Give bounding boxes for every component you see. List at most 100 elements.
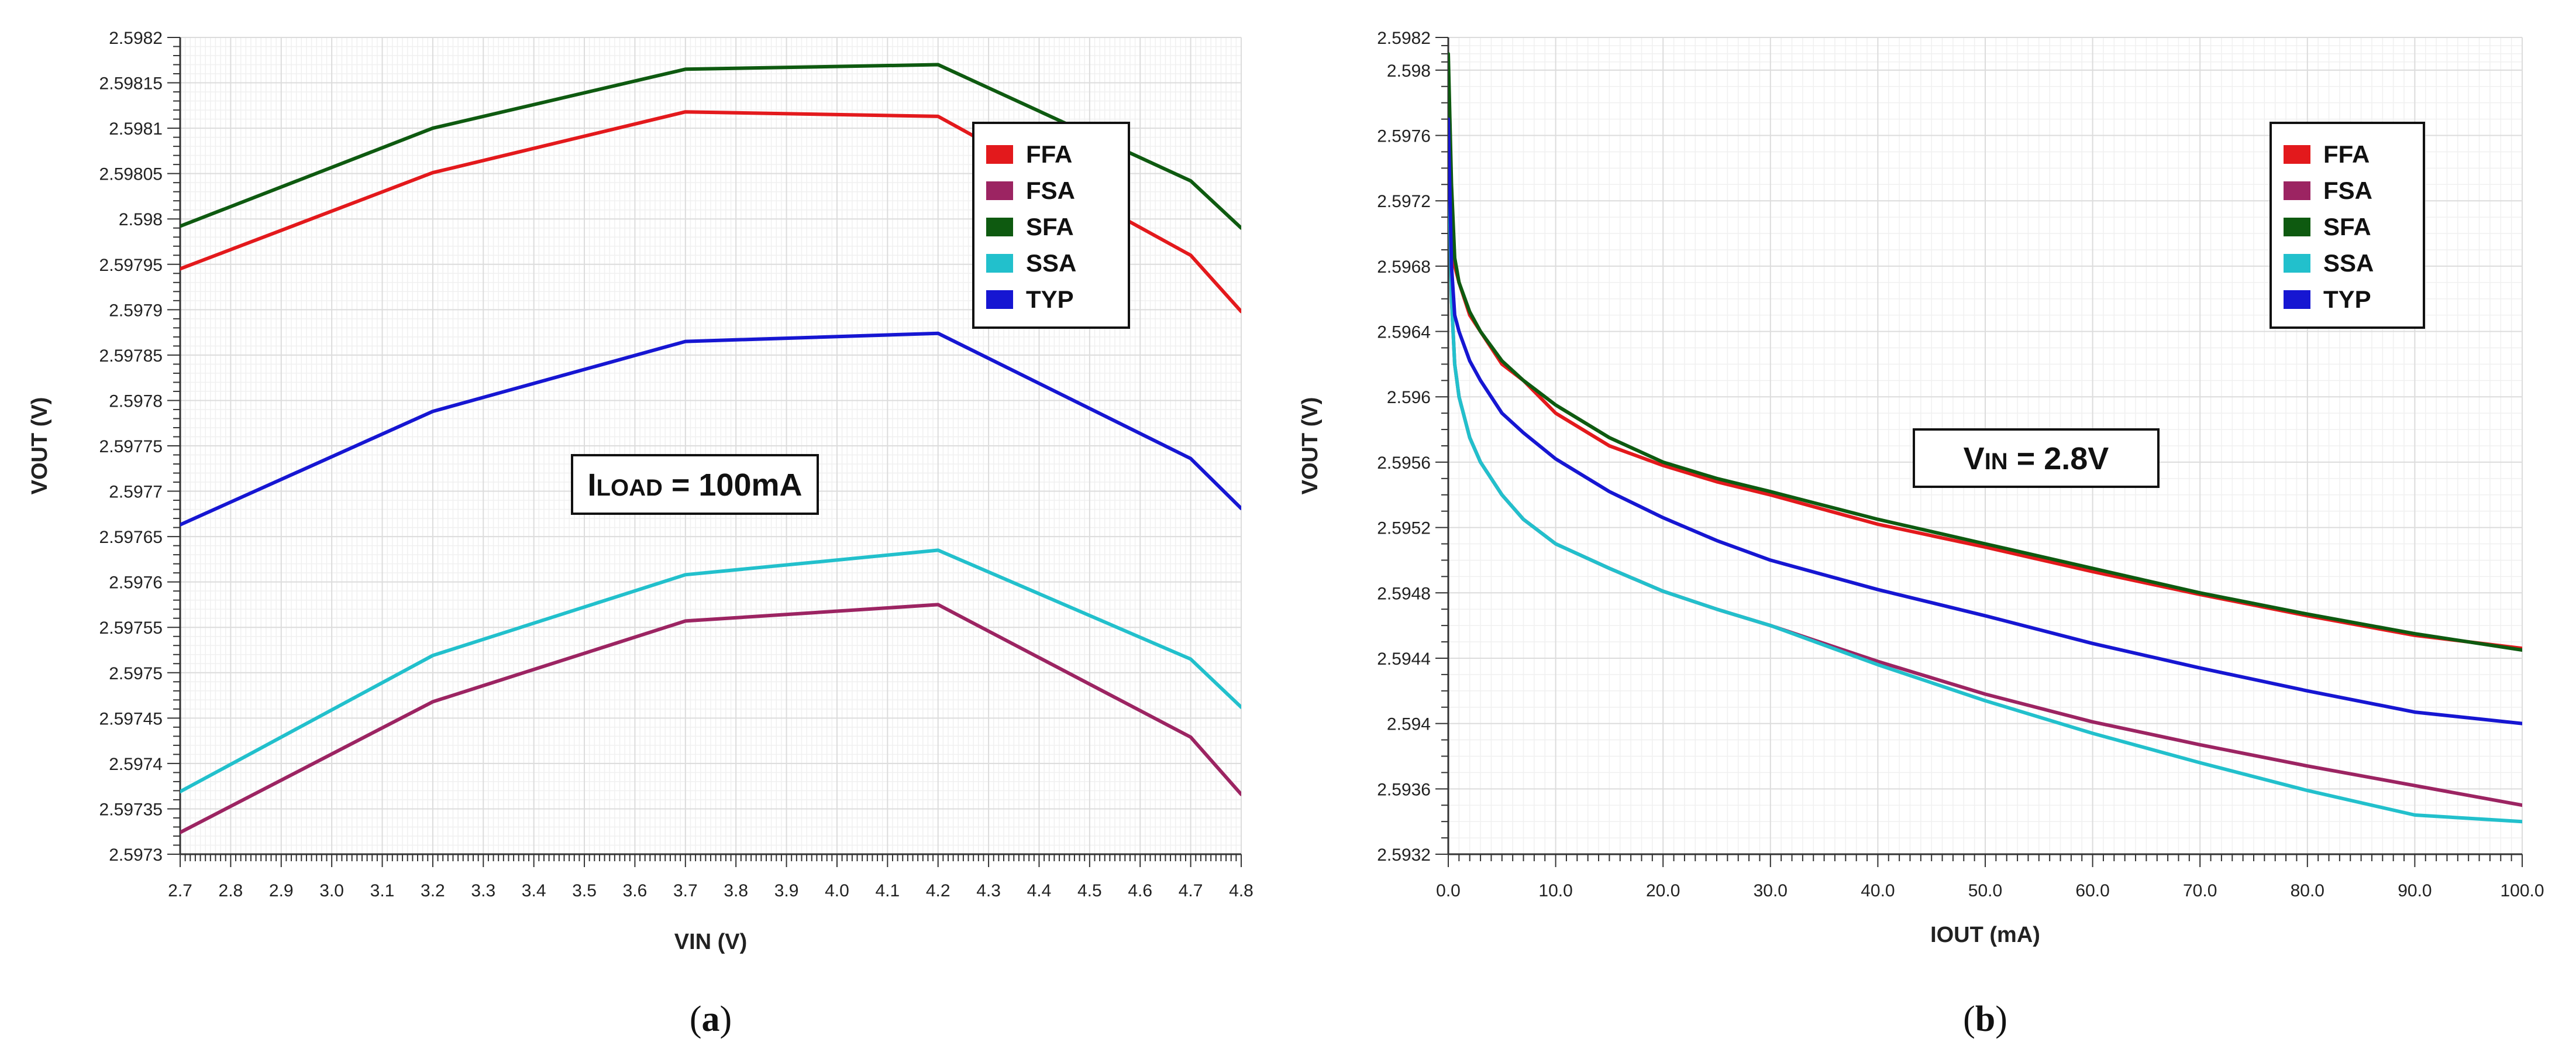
x-tick-label: 3.7 (673, 881, 698, 900)
series-line-ssa (1448, 133, 2522, 824)
legend-swatch-ffa (986, 145, 1013, 164)
x-tick-label: 4.0 (825, 881, 849, 900)
panel-label: (b) (1963, 999, 2007, 1039)
y-tick-label: 2.5973 (109, 845, 163, 865)
y-tick-label: 2.5936 (1377, 780, 1431, 799)
panel-label-close: ) (720, 999, 732, 1039)
series-line-typ (1448, 117, 2522, 726)
series-line-sfa (180, 63, 1241, 230)
x-tick-label: 3.3 (471, 881, 495, 900)
series-line-typ (180, 331, 1241, 527)
y-tick-label: 2.5976 (1377, 127, 1431, 146)
legend-swatch-fsa (986, 181, 1013, 200)
annotation-sub: IN (1985, 449, 2008, 475)
annotation-rest: = 100mA (663, 467, 803, 503)
legend-swatch-typ (2284, 290, 2310, 309)
legend-label-ffa: FFA (2323, 140, 2370, 168)
x-tick-label: 4.2 (926, 881, 950, 900)
annotation-text: ILOAD = 100mA (588, 467, 803, 503)
x-tick-label: 30.0 (1754, 881, 1788, 900)
panel-label-letter: a (702, 999, 720, 1039)
x-tick-label: 2.9 (269, 881, 294, 900)
panel-label-open: ( (1963, 999, 1975, 1039)
annotation-main: I (588, 467, 597, 503)
x-tick-label: 70.0 (2183, 881, 2217, 900)
y-tick-label: 2.5956 (1377, 453, 1431, 473)
panel-label-letter: b (1975, 999, 1995, 1039)
panel-label: (a) (690, 999, 732, 1039)
y-tick-label: 2.5972 (1377, 192, 1431, 211)
legend-label-typ: TYP (2323, 286, 2371, 313)
y-tick-label: 2.59785 (99, 346, 163, 366)
y-tick-label: 2.5979 (109, 301, 163, 320)
legend-label-ssa: SSA (2323, 249, 2374, 277)
y-tick-label: 2.59795 (99, 256, 163, 275)
y-axis-title: VOUT (V) (27, 397, 52, 495)
x-tick-label: 4.4 (1027, 881, 1052, 900)
series-line-sfa (1448, 51, 2522, 652)
annotation-text: VIN = 2.8V (1964, 441, 2109, 476)
x-tick-label: 3.1 (370, 881, 395, 900)
x-tick-label: 2.8 (219, 881, 243, 900)
legend-label-fsa: FSA (1026, 177, 1075, 204)
legend-swatch-ssa (2284, 254, 2310, 273)
annotation-box (571, 454, 819, 515)
x-tick-label: 60.0 (2075, 881, 2109, 900)
chart-panel-a: 2.7 2.8 2.9 3.0 3.1 3.2 3.3 3.4 3.5 3.6 3.7 3.8 3.9 4… (27, 29, 1253, 1039)
y-tick-label: 2.59765 (99, 528, 163, 547)
legend-label-typ: TYP (1026, 286, 1074, 313)
legend-label-ssa: SSA (1026, 249, 1076, 277)
y-tick-label: 2.5977 (109, 483, 163, 502)
legend-swatch-ssa (986, 254, 1013, 273)
series-line-fsa (180, 603, 1241, 834)
annotation-sub: LOAD (597, 475, 663, 501)
x-tick-label: 20.0 (1646, 881, 1680, 900)
legend: FFA FSA SFA SSA TYP (2270, 122, 2425, 329)
y-tick-label: 2.59805 (99, 165, 163, 184)
y-tick-label: 2.5974 (109, 755, 163, 774)
chart-panel-b: 0.0 10.0 20.0 30.0 40.0 50.0 60.0 70.0 80.0 90.0 1… (1298, 29, 2544, 1039)
y-tick-label: 2.5978 (109, 391, 163, 411)
y-tick-label: 2.598 (119, 210, 163, 229)
annotation: ILOAD = 100mA (571, 454, 819, 515)
y-tick-label: 2.59755 (99, 618, 163, 638)
legend-swatch-sfa (2284, 218, 2310, 236)
series-group (1448, 51, 2522, 824)
annotation-box (1913, 428, 2160, 488)
y-tick-label: 2.59775 (99, 437, 163, 456)
legend-label-sfa: SFA (1026, 213, 1074, 240)
panel-label-close: ) (1995, 999, 2007, 1039)
annotation: VIN = 2.8V (1913, 428, 2160, 488)
x-tick-label: 90.0 (2398, 881, 2432, 900)
y-tick-label: 2.5975 (109, 664, 163, 683)
x-tick-label: 50.0 (1968, 881, 2002, 900)
x-axis-title: VIN (V) (674, 930, 748, 954)
legend-swatch-sfa (986, 218, 1013, 236)
axis-ticks (167, 37, 1242, 867)
x-tick-label: 4.3 (976, 881, 1001, 900)
x-tick-label: 3.0 (319, 881, 344, 900)
y-tick-label: 2.5981 (109, 119, 163, 139)
legend-label-fsa: FSA (2323, 177, 2372, 204)
y-tick-label: 2.5952 (1377, 519, 1431, 538)
y-tick-label: 2.596 (1387, 388, 1431, 407)
x-tick-label: 3.8 (724, 881, 748, 900)
y-tick-label: 2.594 (1387, 715, 1431, 734)
panel-label-open: ( (690, 999, 702, 1039)
x-tick-label: 80.0 (2291, 881, 2324, 900)
legend-swatch-typ (986, 290, 1013, 309)
legend-swatch-fsa (2284, 181, 2310, 200)
x-tick-label: 3.5 (572, 881, 597, 900)
legend: FFA FSA SFA SSA TYP (972, 122, 1130, 329)
x-tick-label: 4.5 (1077, 881, 1102, 900)
x-tick-label: 3.6 (623, 881, 648, 900)
series-line-ssa (180, 548, 1241, 793)
x-tick-label: 0.0 (1436, 881, 1461, 900)
x-tick-label: 3.4 (522, 881, 546, 900)
y-tick-label: 2.598 (1387, 61, 1431, 81)
series-group (180, 63, 1241, 834)
y-tick-label: 2.5968 (1377, 257, 1431, 277)
series-line-ffa (180, 110, 1241, 314)
y-tick-label: 2.5944 (1377, 649, 1431, 669)
